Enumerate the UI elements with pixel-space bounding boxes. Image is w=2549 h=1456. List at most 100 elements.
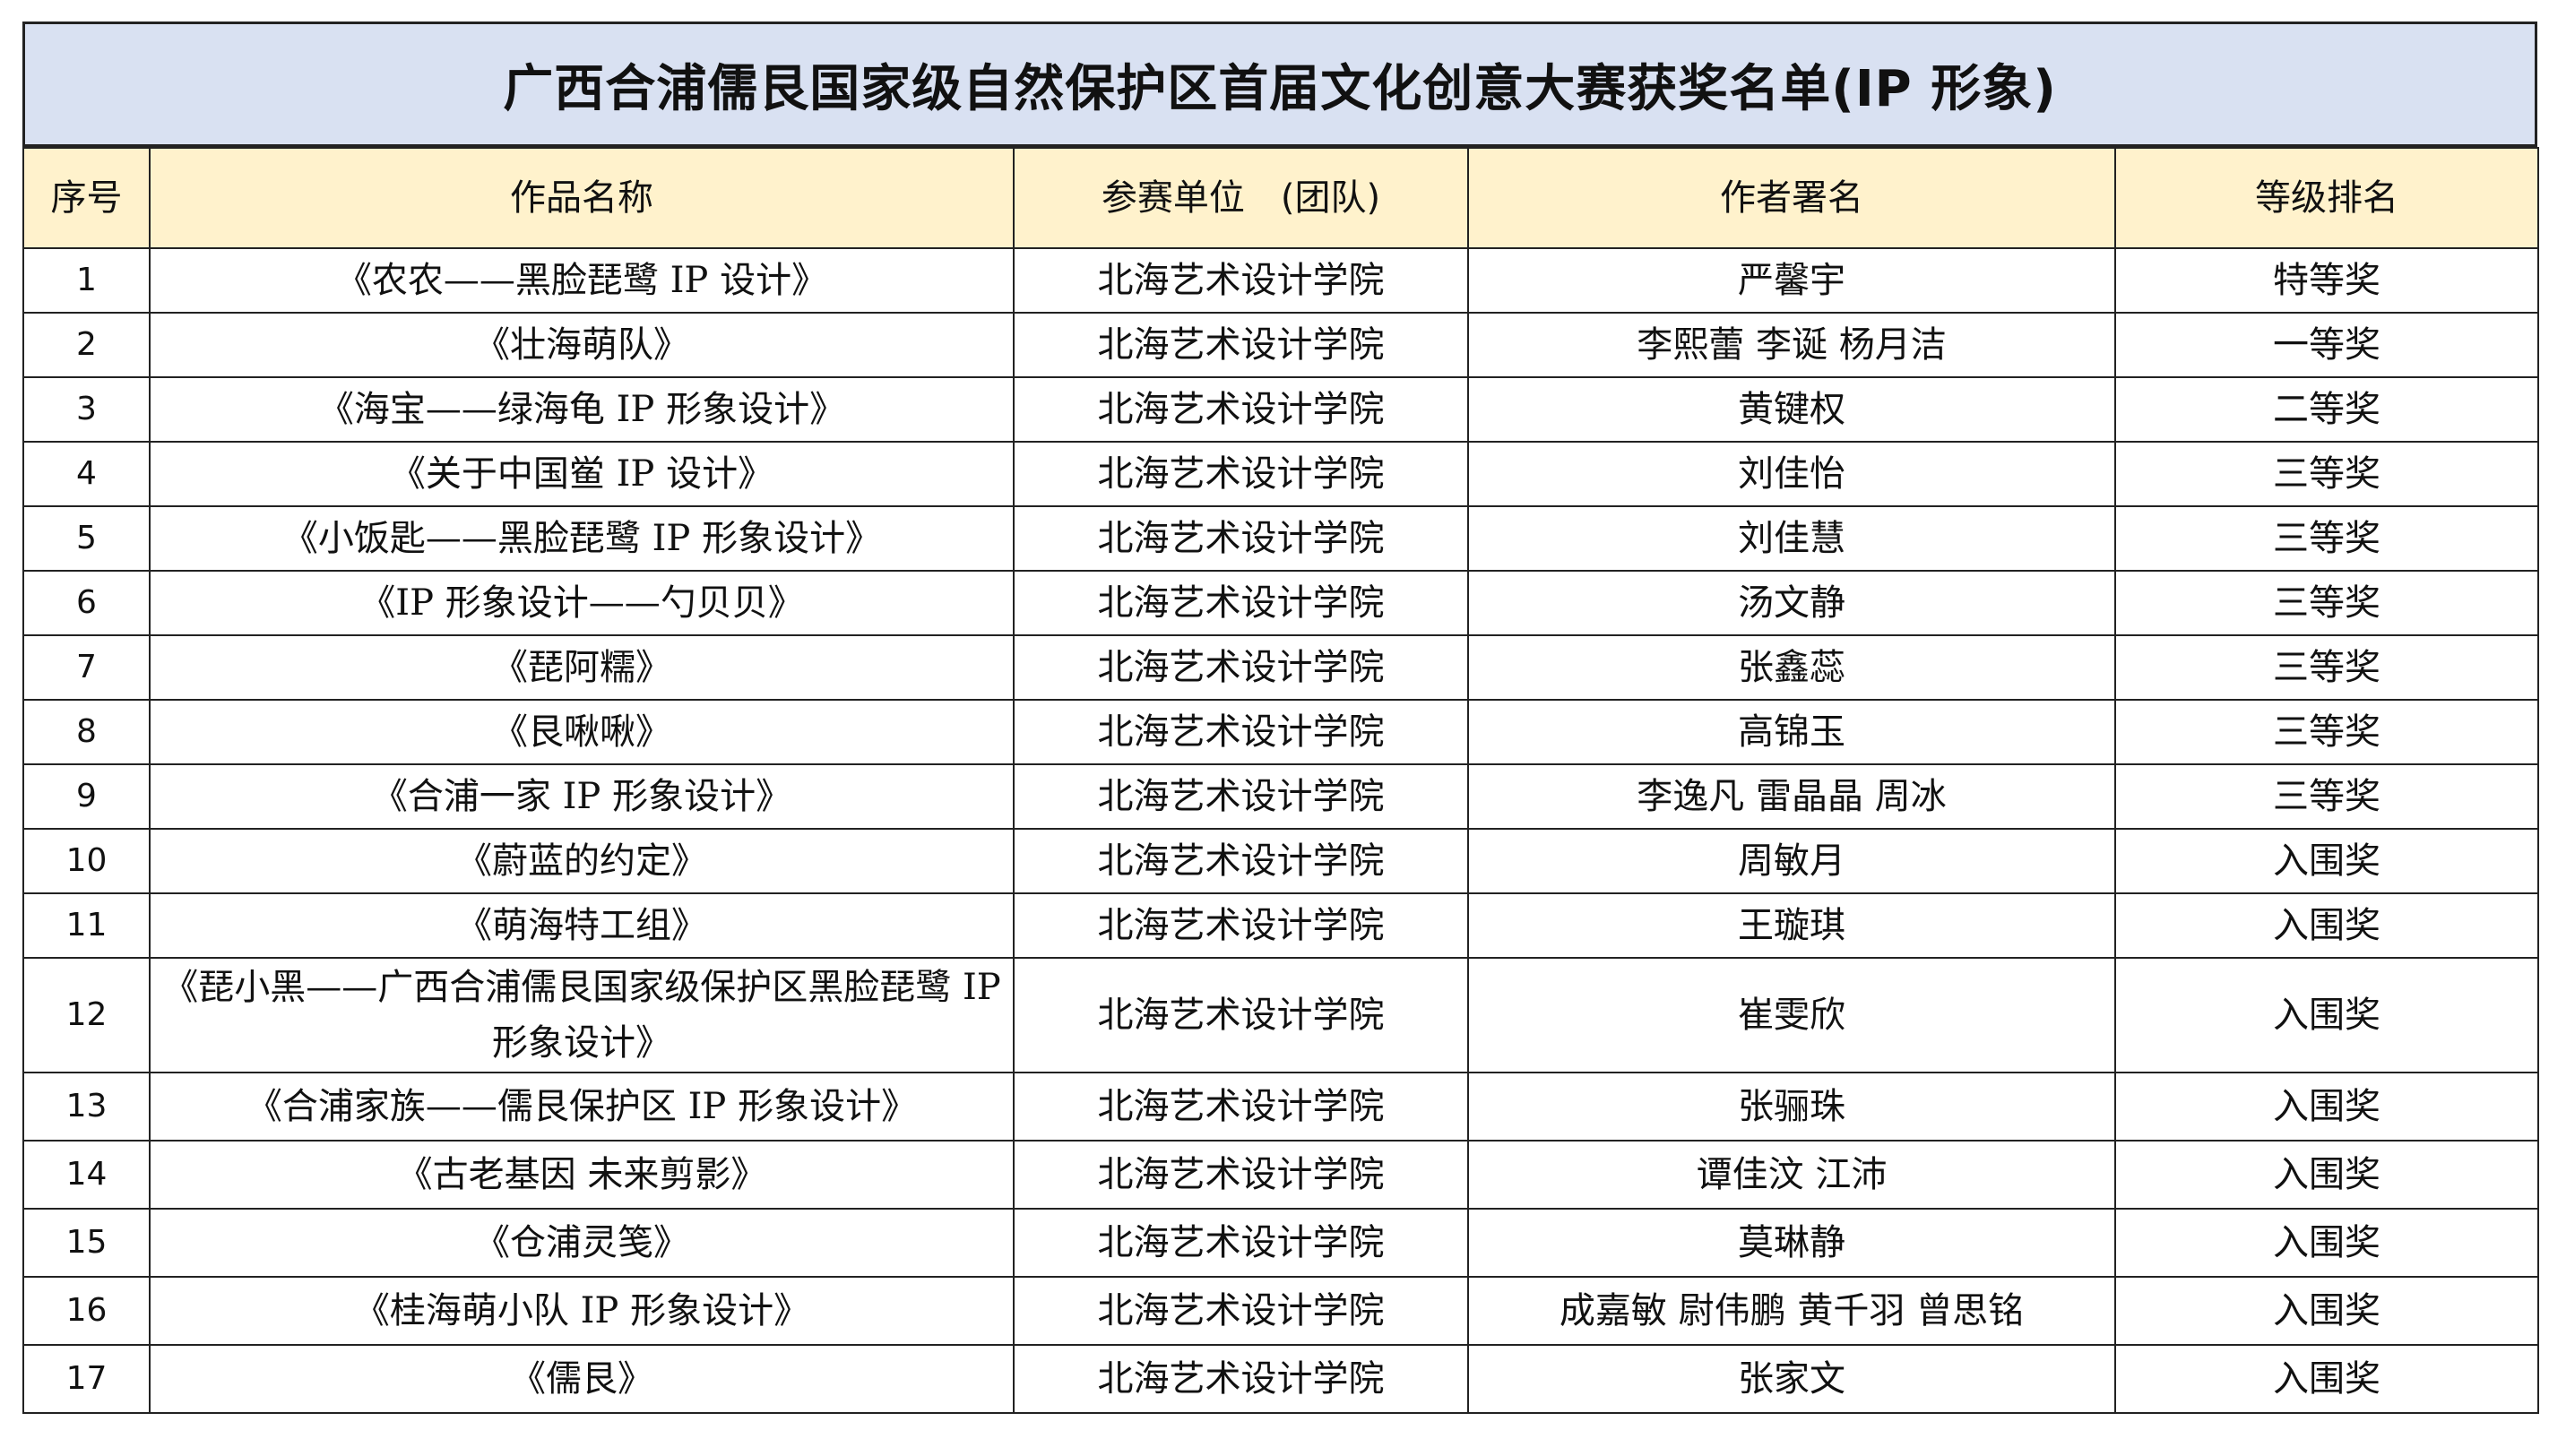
entrant-unit: 北海艺术设计学院 <box>1013 892 1469 959</box>
row-number: 13 <box>22 1072 151 1142</box>
row-number: 14 <box>22 1140 151 1210</box>
table-row: 10 《蔚蓝的约定》 北海艺术设计学院 周敏月 入围奖 <box>22 828 2539 894</box>
row-number: 2 <box>22 312 151 378</box>
award-rank: 三等奖 <box>2114 634 2539 701</box>
row-number: 16 <box>22 1276 151 1346</box>
author-names: 高锦玉 <box>1467 699 2116 765</box>
award-rank: 入围奖 <box>2114 1276 2539 1346</box>
work-title: 《桂海萌小队 IP 形象设计》 <box>149 1276 1015 1346</box>
work-title: 《合浦家族——儒艮保护区 IP 形象设计》 <box>149 1072 1015 1142</box>
header-no: 序号 <box>22 147 151 249</box>
row-number: 7 <box>22 634 151 701</box>
work-title: 《儒艮》 <box>149 1344 1015 1414</box>
award-rank: 三等奖 <box>2114 763 2539 830</box>
work-title: 《IP 形象设计——勺贝贝》 <box>149 570 1015 636</box>
table-row: 1 《农农——黑脸琵鹭 IP 设计》 北海艺术设计学院 严馨宇 特等奖 <box>22 247 2539 314</box>
entrant-unit: 北海艺术设计学院 <box>1013 247 1469 314</box>
table-row: 4 《关于中国鲎 IP 设计》 北海艺术设计学院 刘佳怡 三等奖 <box>22 441 2539 507</box>
table-row: 5 《小饭匙——黑脸琵鹭 IP 形象设计》 北海艺术设计学院 刘佳慧 三等奖 <box>22 505 2539 572</box>
table-row: 17 《儒艮》 北海艺术设计学院 张家文 入围奖 <box>22 1344 2539 1414</box>
work-title: 《艮啾啾》 <box>149 699 1015 765</box>
table-row: 6 《IP 形象设计——勺贝贝》 北海艺术设计学院 汤文静 三等奖 <box>22 570 2539 636</box>
row-number: 3 <box>22 376 151 443</box>
entrant-unit: 北海艺术设计学院 <box>1013 1276 1469 1346</box>
work-title: 《小饭匙——黑脸琵鹭 IP 形象设计》 <box>149 505 1015 572</box>
author-names: 刘佳怡 <box>1467 441 2116 507</box>
table-row: 2 《壮海萌队》 北海艺术设计学院 李熙蕾 李诞 杨月洁 一等奖 <box>22 312 2539 378</box>
header-work: 作品名称 <box>149 147 1015 249</box>
entrant-unit: 北海艺术设计学院 <box>1013 441 1469 507</box>
author-names: 王璇琪 <box>1467 892 2116 959</box>
author-names: 刘佳慧 <box>1467 505 2116 572</box>
award-rank: 入围奖 <box>2114 892 2539 959</box>
work-title: 《海宝——绿海龟 IP 形象设计》 <box>149 376 1015 443</box>
award-rank: 入围奖 <box>2114 1208 2539 1278</box>
row-number: 1 <box>22 247 151 314</box>
row-number: 11 <box>22 892 151 959</box>
table-row: 7 《琵阿糯》 北海艺术设计学院 张鑫蕊 三等奖 <box>22 634 2539 701</box>
entrant-unit: 北海艺术设计学院 <box>1013 1344 1469 1414</box>
author-names: 李逸凡 雷晶晶 周冰 <box>1467 763 2116 830</box>
award-rank: 入围奖 <box>2114 1140 2539 1210</box>
row-number: 12 <box>22 957 151 1073</box>
award-rank: 入围奖 <box>2114 828 2539 894</box>
award-rank: 三等奖 <box>2114 699 2539 765</box>
row-number: 5 <box>22 505 151 572</box>
author-names: 崔雯欣 <box>1467 957 2116 1073</box>
row-number: 15 <box>22 1208 151 1278</box>
table-row: 14 《古老基因 未来剪影》 北海艺术设计学院 谭佳汶 江沛 入围奖 <box>22 1140 2539 1210</box>
work-title: 《萌海特工组》 <box>149 892 1015 959</box>
entrant-unit: 北海艺术设计学院 <box>1013 505 1469 572</box>
entrant-unit: 北海艺术设计学院 <box>1013 957 1469 1073</box>
work-title: 《蔚蓝的约定》 <box>149 828 1015 894</box>
header-row: 序号 作品名称 参赛单位 (团队) 作者署名 等级排名 <box>22 147 2539 249</box>
work-title: 《仓浦灵笺》 <box>149 1208 1015 1278</box>
table-row: 8 《艮啾啾》 北海艺术设计学院 高锦玉 三等奖 <box>22 699 2539 765</box>
entrant-unit: 北海艺术设计学院 <box>1013 1140 1469 1210</box>
row-number: 8 <box>22 699 151 765</box>
entrant-unit: 北海艺术设计学院 <box>1013 699 1469 765</box>
row-number: 6 <box>22 570 151 636</box>
entrant-unit: 北海艺术设计学院 <box>1013 763 1469 830</box>
row-number: 4 <box>22 441 151 507</box>
author-names: 张鑫蕊 <box>1467 634 2116 701</box>
work-title: 《琵阿糯》 <box>149 634 1015 701</box>
table-row: 11 《萌海特工组》 北海艺术设计学院 王璇琪 入围奖 <box>22 892 2539 959</box>
table-row: 12 《琵小黑——广西合浦儒艮国家级保护区黑脸琵鹭 IP 形象设计》 北海艺术设计学… <box>22 957 2539 1073</box>
table-row: 13 《合浦家族——儒艮保护区 IP 形象设计》 北海艺术设计学院 张骊珠 入围奖 <box>22 1072 2539 1142</box>
award-rank: 一等奖 <box>2114 312 2539 378</box>
entrant-unit: 北海艺术设计学院 <box>1013 634 1469 701</box>
table-row: 15 《仓浦灵笺》 北海艺术设计学院 莫琳静 入围奖 <box>22 1208 2539 1278</box>
entrant-unit: 北海艺术设计学院 <box>1013 376 1469 443</box>
work-title: 《古老基因 未来剪影》 <box>149 1140 1015 1210</box>
row-number: 9 <box>22 763 151 830</box>
award-list-sheet: 广西合浦儒艮国家级自然保护区首届文化创意大赛获奖名单(IP 形象) 序号 作品名… <box>22 22 2539 1414</box>
author-names: 黄键权 <box>1467 376 2116 443</box>
row-number: 10 <box>22 828 151 894</box>
entrant-unit: 北海艺术设计学院 <box>1013 1072 1469 1142</box>
work-title: 《农农——黑脸琵鹭 IP 设计》 <box>149 247 1015 314</box>
entrant-unit: 北海艺术设计学院 <box>1013 570 1469 636</box>
work-title: 《合浦一家 IP 形象设计》 <box>149 763 1015 830</box>
author-names: 严馨宇 <box>1467 247 2116 314</box>
author-names: 周敏月 <box>1467 828 2116 894</box>
author-names: 张骊珠 <box>1467 1072 2116 1142</box>
award-rank: 三等奖 <box>2114 441 2539 507</box>
table-row: 16 《桂海萌小队 IP 形象设计》 北海艺术设计学院 成嘉敏 尉伟鹏 黄千羽 曾思铭… <box>22 1276 2539 1346</box>
entrant-unit: 北海艺术设计学院 <box>1013 312 1469 378</box>
award-rank: 三等奖 <box>2114 570 2539 636</box>
author-names: 汤文静 <box>1467 570 2116 636</box>
award-rank: 入围奖 <box>2114 1072 2539 1142</box>
entrant-unit: 北海艺术设计学院 <box>1013 1208 1469 1278</box>
page-title: 广西合浦儒艮国家级自然保护区首届文化创意大赛获奖名单(IP 形象) <box>22 22 2537 147</box>
header-rank: 等级排名 <box>2114 147 2539 249</box>
author-names: 莫琳静 <box>1467 1208 2116 1278</box>
work-title: 《壮海萌队》 <box>149 312 1015 378</box>
award-rank: 入围奖 <box>2114 1344 2539 1414</box>
award-rank: 二等奖 <box>2114 376 2539 443</box>
table-row: 9 《合浦一家 IP 形象设计》 北海艺术设计学院 李逸凡 雷晶晶 周冰 三等奖 <box>22 763 2539 830</box>
author-names: 成嘉敏 尉伟鹏 黄千羽 曾思铭 <box>1467 1276 2116 1346</box>
award-table: 序号 作品名称 参赛单位 (团队) 作者署名 等级排名 1 《农农——黑脸琵鹭 I… <box>22 147 2539 1414</box>
row-number: 17 <box>22 1344 151 1414</box>
author-names: 张家文 <box>1467 1344 2116 1414</box>
